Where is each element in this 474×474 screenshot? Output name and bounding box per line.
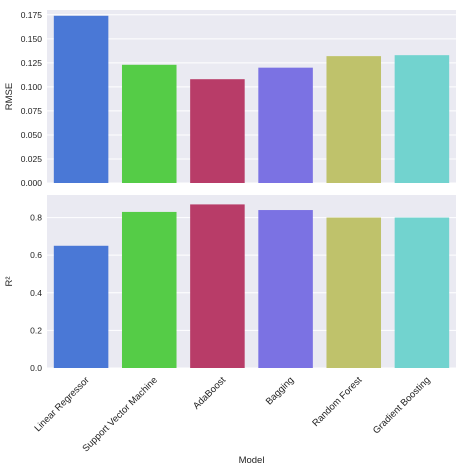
rmse-y-tick-label: 0.100 [21, 82, 43, 92]
rmse-bar [121, 64, 177, 183]
x-category-label: Support Vector Machine [80, 375, 159, 454]
rmse-y-tick-label: 0.025 [21, 154, 43, 164]
r2-y-tick-label: 0.2 [30, 325, 42, 335]
x-category-label: Random Forest [310, 375, 364, 429]
r2-bar [53, 245, 109, 368]
r2-bar [326, 217, 382, 368]
rmse-bar [53, 15, 109, 184]
x-category-label: Gradient Boosting [371, 375, 433, 437]
rmse-y-tick-label: 0.000 [21, 178, 43, 188]
rmse-y-tick-label: 0.075 [21, 106, 43, 116]
x-category-label: Bagging [264, 375, 296, 407]
r2-y-tick-label: 0.4 [30, 288, 42, 298]
r2-y-axis-label: R² [4, 276, 15, 286]
rmse-y-tick-label: 0.150 [21, 34, 43, 44]
rmse-bar [258, 67, 313, 183]
r2-y-tick-label: 0.6 [30, 250, 42, 260]
rmse-y-axis-label: RMSE [4, 83, 15, 110]
rmse-bar [394, 55, 450, 183]
r2-bar [258, 210, 313, 368]
rmse-y-tick-label: 0.050 [21, 130, 43, 140]
r2-bar [394, 217, 450, 368]
rmse-y-tick-label: 0.175 [21, 10, 43, 20]
rmse-y-tick-label: 0.125 [21, 58, 43, 68]
x-category-label: Linear Regressor [32, 375, 91, 434]
r2-bar [121, 211, 177, 368]
r2-plot-area [47, 195, 456, 368]
r2-y-tick-label: 0.8 [30, 213, 42, 223]
x-category-label: AdaBoost [191, 375, 228, 412]
rmse-bar [190, 79, 245, 183]
r2-bar [190, 204, 245, 368]
r2-y-tick-label: 0.0 [30, 363, 42, 373]
rmse-bar [326, 56, 382, 184]
x-axis-label: Model [239, 455, 265, 466]
